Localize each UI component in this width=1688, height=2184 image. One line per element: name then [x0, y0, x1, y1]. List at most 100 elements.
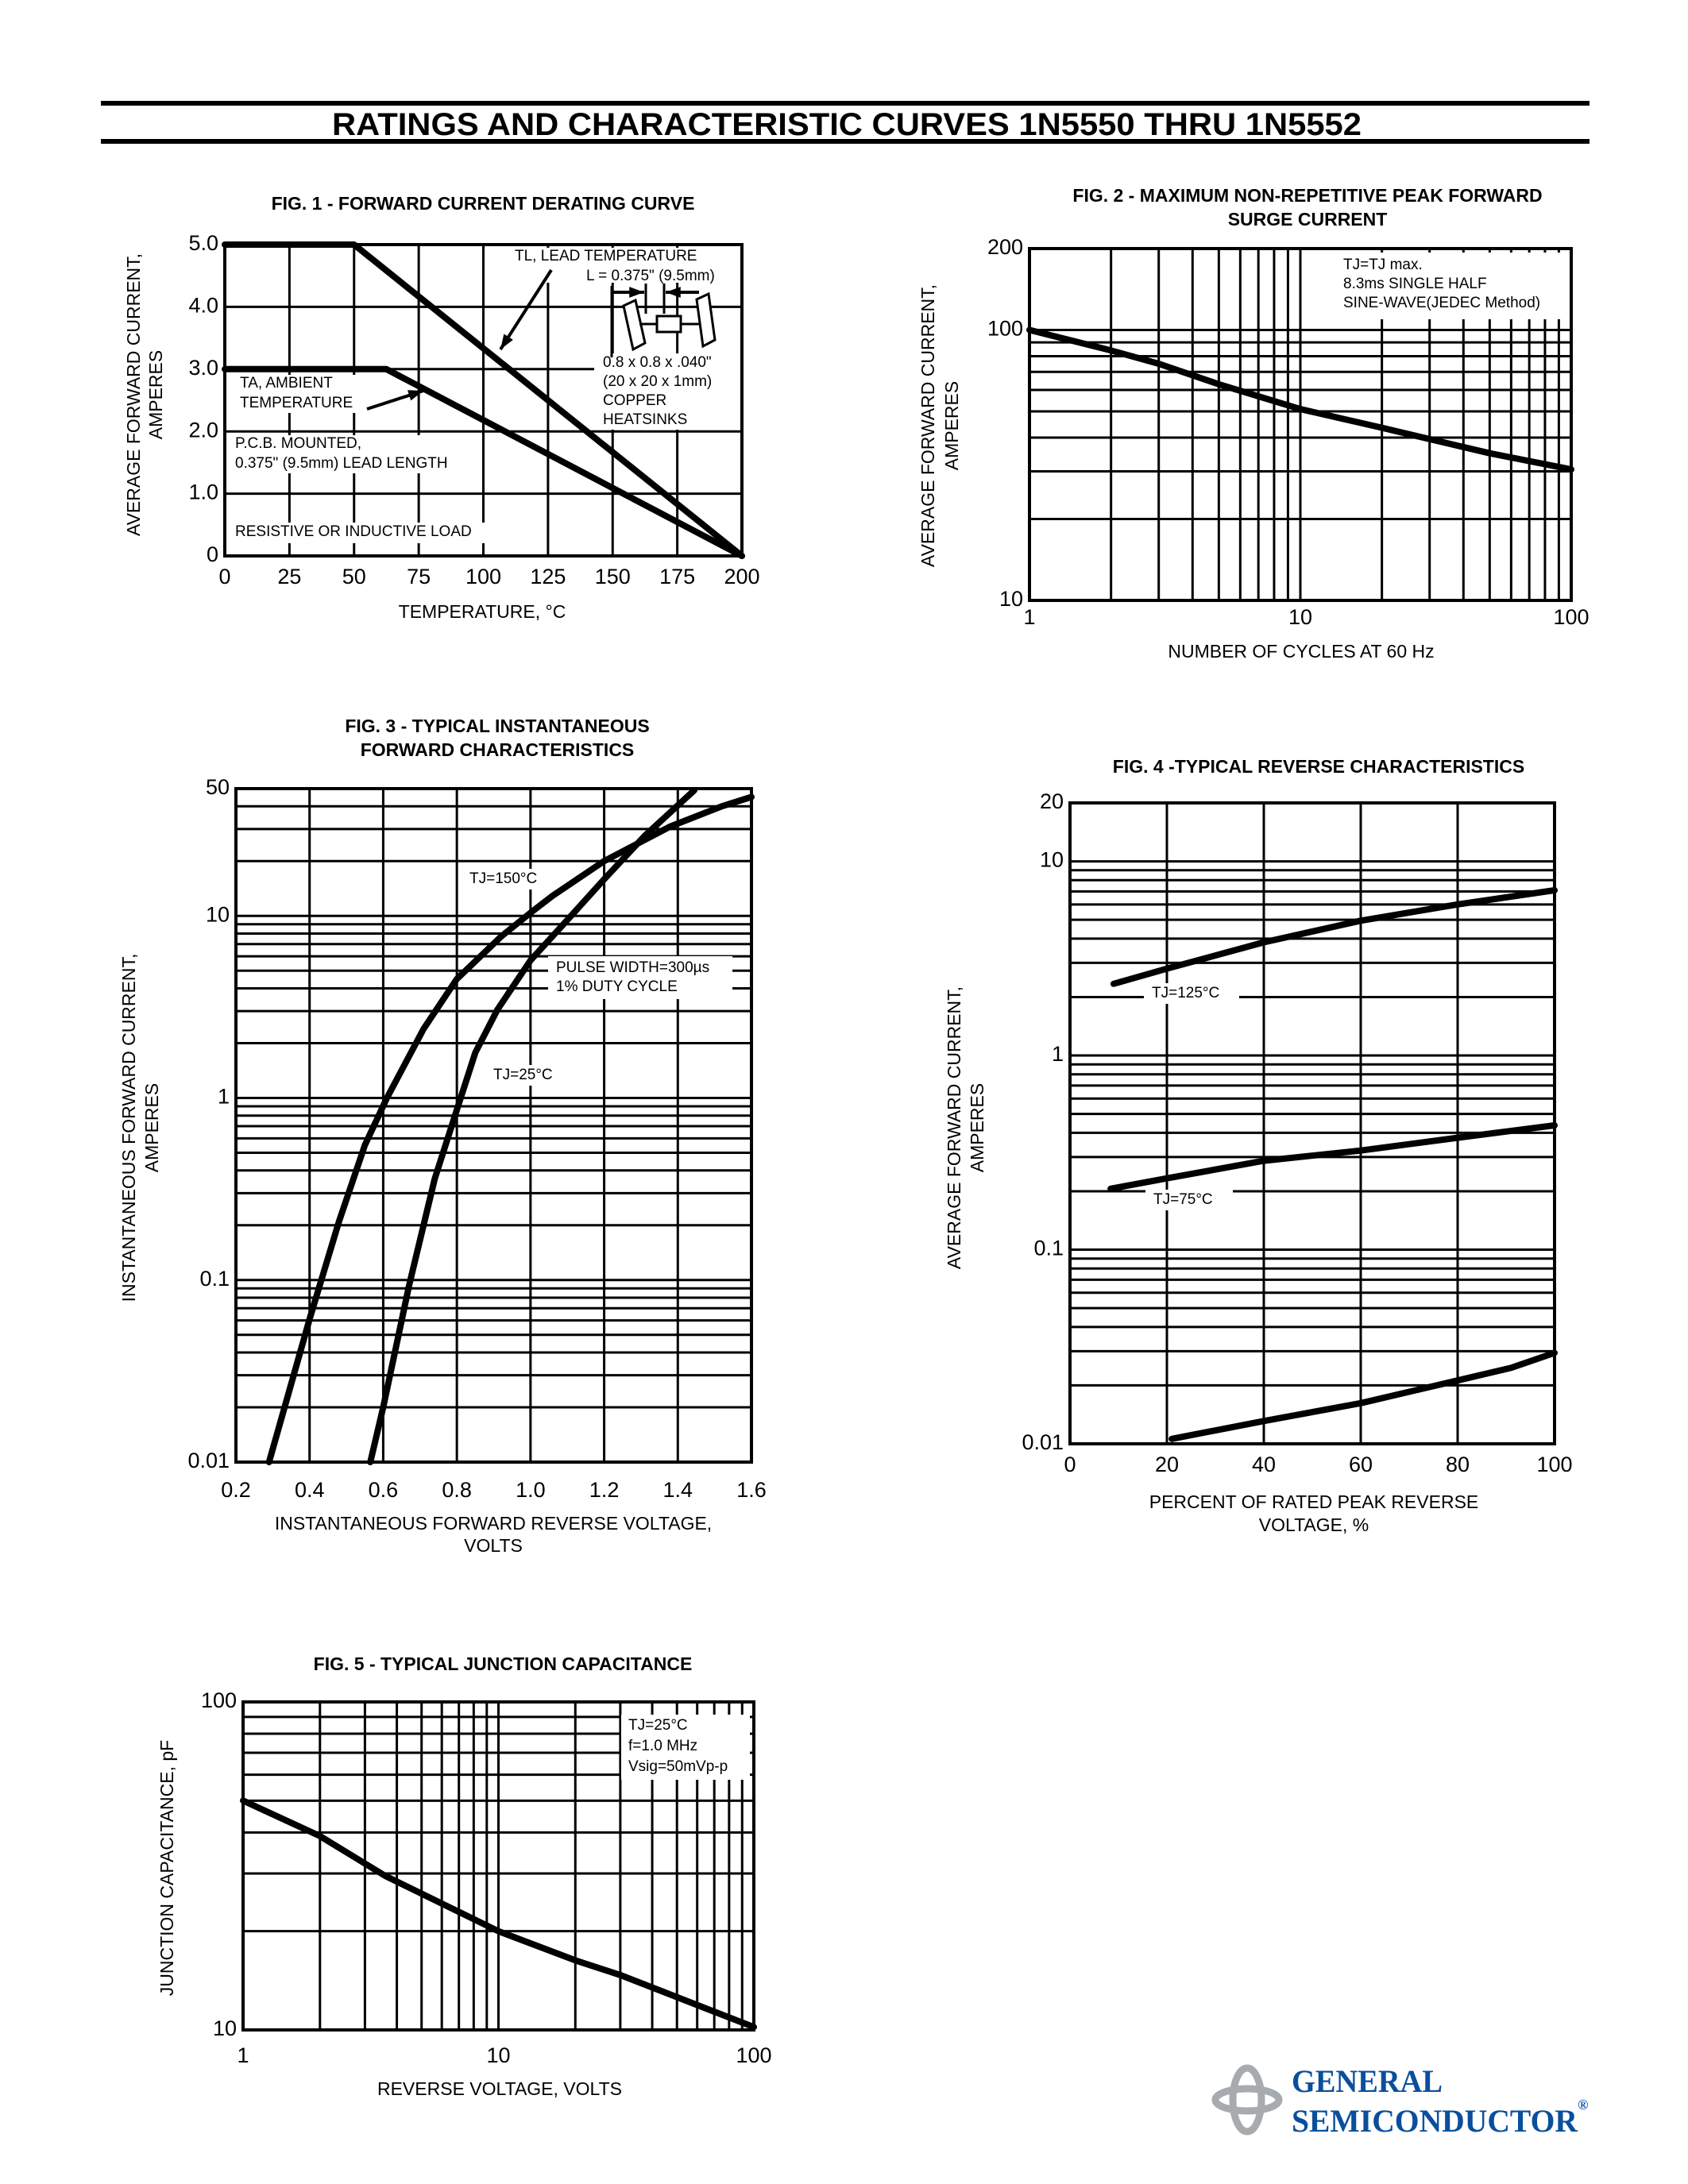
- annotation: 0.375" (9.5mm) LEAD LENGTH: [235, 455, 448, 472]
- x-tick-label: 25: [277, 565, 301, 588]
- x-tick-label: 175: [659, 565, 695, 588]
- figure-3: FIG. 3 - TYPICAL INSTANTANEOUS FORWARD CH…: [118, 716, 767, 1556]
- annotation: HEATSINKS: [603, 411, 687, 428]
- x-tick-label: 60: [1349, 1453, 1373, 1476]
- gridlines: [1070, 803, 1555, 1444]
- y-axis-label: INSTANTANEOUS FORWARD CURRENT,: [118, 954, 139, 1302]
- chart-title: FIG. 5 - TYPICAL JUNCTION CAPACITANCE: [314, 1653, 693, 1674]
- diode-body: [655, 314, 682, 334]
- x-tick-label: 125: [530, 565, 566, 588]
- x-tick-label: 1.2: [589, 1478, 620, 1502]
- y-axis-label: AVERAGE FORWARD CURRENT,: [123, 253, 144, 536]
- annotation: RESISTIVE OR INDUCTIVE LOAD: [235, 523, 472, 540]
- charts: FIG. 1 - FORWARD CURRENT DERATING CURVE 0…: [118, 185, 1589, 2099]
- y-axis-label: AMPERES: [941, 381, 962, 470]
- series-line-3: [1168, 1349, 1558, 1442]
- y-tick-label: 0.01: [187, 1449, 230, 1472]
- x-axis-label: VOLTS: [464, 1535, 523, 1556]
- y-tick-label: 2.0: [188, 418, 218, 442]
- x-tick-label: 75: [407, 565, 431, 588]
- annotation-background: [232, 523, 510, 543]
- y-axis-label: JUNCTION CAPACITANCE, pF: [156, 1740, 177, 1996]
- x-tick-label: 10: [1288, 605, 1312, 629]
- y-tick-label: 100: [987, 317, 1023, 341]
- y-tick-label: 1.0: [188, 480, 218, 504]
- chart-title: SURGE CURRENT: [1228, 209, 1388, 230]
- annotation: PULSE WIDTH=300µs: [556, 959, 709, 976]
- series-line-2: [222, 365, 745, 559]
- series-line-1: [1110, 887, 1558, 987]
- x-tick-label: 100: [736, 2043, 771, 2067]
- page-header: RATINGS AND CHARACTERISTIC CURVES 1N5550…: [101, 101, 1590, 144]
- x-axis-label: VOLTAGE, %: [1259, 1515, 1369, 1535]
- logo-line1: GENERAL: [1292, 2063, 1443, 2099]
- logo-line2: SEMICONDUCTOR: [1292, 2103, 1578, 2139]
- figure-4: FIG. 4 -TYPICAL REVERSE CHARACTERISTICS 0…: [944, 756, 1572, 1535]
- figure-2: FIG. 2 - MAXIMUM NON-REPETITIVE PEAK FOR…: [917, 185, 1589, 662]
- annotation: TL, LEAD TEMPERATURE: [515, 248, 697, 264]
- chart-title: FIG. 2 - MAXIMUM NON-REPETITIVE PEAK FOR…: [1072, 185, 1542, 206]
- plot-frame: [241, 1700, 755, 2032]
- annotation-background: [1144, 983, 1239, 1004]
- arrow-line: [499, 268, 553, 351]
- y-tick-label: 10: [206, 902, 230, 926]
- header-rule-top: [101, 101, 1590, 106]
- x-tick-label: 200: [724, 565, 759, 588]
- heatsink-left: [622, 298, 647, 352]
- x-tick-label: 1.0: [516, 1478, 546, 1502]
- logo-rings-icon: [1211, 2064, 1283, 2136]
- annotation: TJ=TJ max.: [1343, 257, 1423, 273]
- y-tick-label: 0: [207, 542, 218, 566]
- header-rule-bottom: [101, 139, 1590, 144]
- x-tick-label: 10: [486, 2043, 510, 2067]
- page-title: RATINGS AND CHARACTERISTIC CURVES 1N5550…: [332, 107, 1362, 142]
- chart-title: FIG. 1 - FORWARD CURRENT DERATING CURVE: [272, 193, 695, 214]
- series-line-2: [367, 787, 698, 1465]
- series-line-2: [1107, 1122, 1558, 1192]
- x-tick-label: 1.6: [736, 1478, 767, 1502]
- y-tick-label: 0.1: [1033, 1237, 1064, 1260]
- x-tick-label: 0.6: [369, 1478, 399, 1502]
- annotation-background: [235, 375, 370, 413]
- y-tick-label: 0.1: [199, 1267, 230, 1291]
- annotation-tj75: TJ=75°C: [1153, 1191, 1213, 1208]
- x-tick-label: 1: [237, 2043, 249, 2067]
- annotation-tj125: TJ=125°C: [1152, 985, 1219, 1001]
- annotation-background: [1145, 1190, 1233, 1210]
- x-tick-label: 1: [1023, 605, 1035, 629]
- annotation-background: [594, 353, 740, 430]
- annotation-background: [488, 1065, 567, 1086]
- heatsink-right: [695, 291, 717, 349]
- x-tick-label: 0.8: [442, 1478, 472, 1502]
- annotation: 1% DUTY CYCLE: [556, 978, 678, 995]
- annotation: COPPER: [603, 392, 666, 409]
- x-tick-label: 1.4: [663, 1478, 693, 1502]
- y-tick-label: 50: [206, 775, 230, 799]
- annotation: SINE-WAVE(JEDEC Method): [1343, 295, 1540, 311]
- chart-title: FORWARD CHARACTERISTICS: [361, 739, 635, 760]
- annotation-background: [232, 435, 470, 473]
- arrow-head-icon: [629, 287, 644, 298]
- arrow-head-icon: [500, 334, 513, 349]
- y-axis-label: AMPERES: [141, 1083, 162, 1172]
- annotation: f=1.0 MHz: [628, 1738, 697, 1754]
- series-line-1: [240, 1797, 757, 2031]
- x-tick-label: 40: [1252, 1453, 1276, 1476]
- annotation: Vsig=50mVp-p: [628, 1758, 728, 1775]
- x-tick-label: 100: [1536, 1453, 1572, 1476]
- x-tick-label: 0: [1064, 1453, 1076, 1476]
- annotation: TJ=25°C: [628, 1717, 688, 1734]
- y-axis-label: AVERAGE FORWARD CURRENT,: [917, 284, 938, 567]
- y-axis-label: AMPERES: [967, 1083, 987, 1172]
- series-line-1: [1026, 326, 1574, 473]
- x-tick-label: 0: [218, 565, 230, 588]
- x-tick-label: 0.2: [221, 1478, 251, 1502]
- y-tick-label: 20: [1040, 789, 1064, 813]
- plot-frame: [223, 243, 744, 558]
- annotation: TEMPERATURE: [240, 395, 353, 411]
- arrow-head-icon: [408, 390, 423, 401]
- y-tick-label: 10: [213, 2016, 237, 2040]
- series-line-1: [222, 241, 745, 559]
